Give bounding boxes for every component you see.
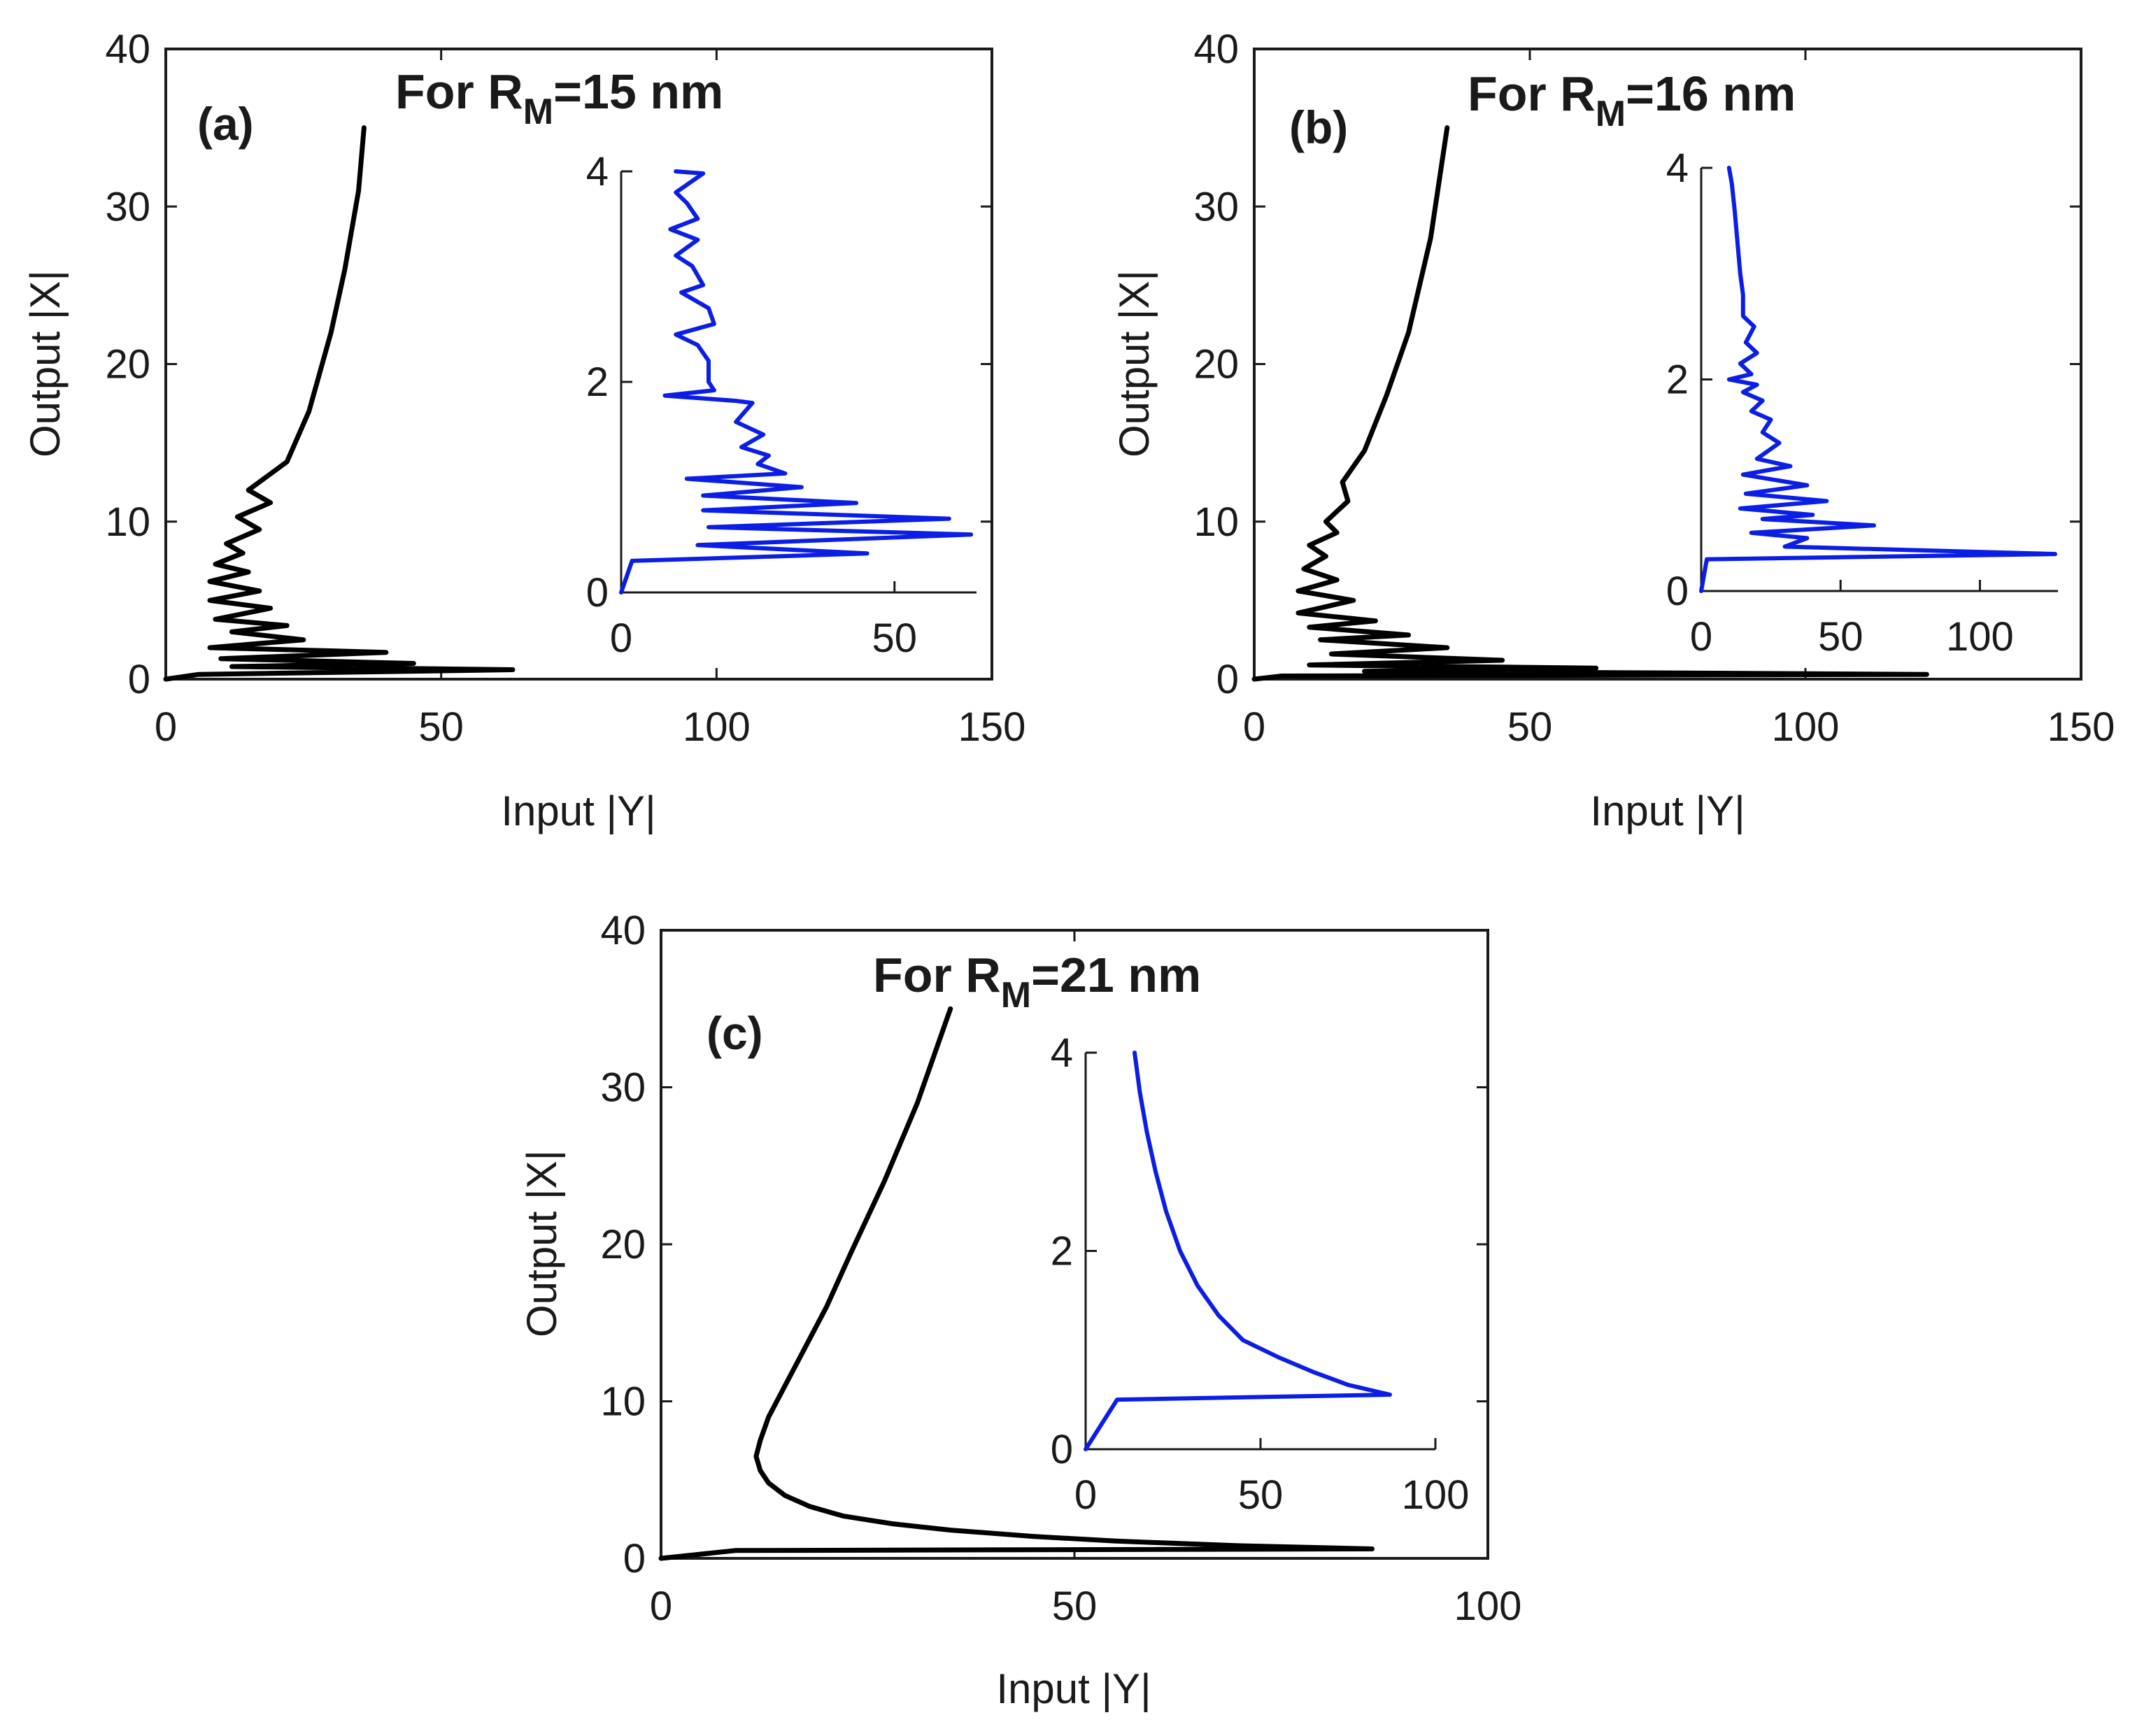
panel-a-title-suffix: =15 nm [553,64,723,119]
panel-a-inset-y-tick-label-2: 2 [586,360,609,405]
panel-b-inset-y-tick-label-2: 2 [1666,357,1689,403]
panel-c-inset-x-tick-label-0: 0 [1074,1472,1097,1518]
panel-c-y-tick-label-30: 30 [600,1065,646,1111]
panel-c-x-tick-label-0: 0 [650,1584,672,1629]
panel-b-title: For RM=16 nm [1468,66,1796,134]
panel-a-inset-y-ticks: 0 2 4 [586,149,632,616]
panel-b-inset-x-tick-label-100: 100 [1946,614,2014,660]
panel-c-x-ticks: 0 50 100 [650,930,1522,1629]
panel-b-inset-x-tick-label-0: 0 [1690,614,1712,660]
panel-a-inset-y-tick-label-4: 4 [586,149,609,194]
panel-b-inset-background [1701,168,2058,591]
panel-b-inset-y-ticks: 0 2 4 [1666,145,1712,614]
panel-a-y-tick-label-40: 40 [105,27,150,72]
panel-a-inset-series [619,169,974,595]
panel-c-x-axis-label: Input |Y| [996,1665,1151,1712]
panel-a-inset-plot: 0 50 0 2 4 [586,149,977,661]
panel-c-title-prefix: For R [873,948,1001,1002]
panel-c-y-tick-label-10: 10 [600,1379,646,1425]
panel-a-x-ticks: 0 50 100 150 [155,49,1026,750]
panel-a-inset-y-tick-label-0: 0 [586,570,609,616]
panel-a-y-tick-label-0: 0 [128,657,150,702]
panel-b-inset-series-line-inset [1699,166,2057,593]
panel-c-series-line-main [658,1006,1375,1561]
panel-a-series-line-main [163,125,516,682]
panel-a-title: For RM=15 nm [395,64,723,132]
panel-c-y-tick-label-0: 0 [623,1536,646,1581]
panel-c-inset-y-tick-label-4: 4 [1051,1030,1073,1076]
panel-b-y-tick-label-40: 40 [1193,27,1239,72]
panel-a-x-tick-label-100: 100 [683,704,751,750]
panel-a-y-tick-label-30: 30 [105,184,150,229]
panel-a-inset-series-line-inset [619,169,974,595]
panel-c-inset-plot: 0 50 100 0 2 4 [1051,1030,1470,1518]
panel-a-inset-x-ticks: 0 50 [610,581,917,661]
panel-b-inset-y-tick-label-4: 4 [1666,145,1689,191]
panel-b-series [1251,125,1929,682]
panel-b-x-tick-label-100: 100 [1772,704,1840,750]
panel-b-y-tick-label-20: 20 [1193,342,1239,387]
panel-c-label: (c) [707,1007,763,1059]
panel-b-inset-x-tick-label-50: 50 [1818,614,1863,660]
panel-c-title: For RM=21 nm [873,948,1201,1016]
panel-c-inset-y-ticks: 0 2 4 [1051,1030,1097,1472]
panel-a-title-prefix: For R [395,64,523,119]
panel-b-series-line-main [1251,125,1929,682]
panel-c-y-axis-label: Output |X| [518,1150,565,1337]
panel-b-y-tick-label-10: 10 [1193,499,1239,545]
panel-c-inset-y-tick-label-0: 0 [1051,1427,1073,1472]
panel-c-x-tick-label-50: 50 [1052,1584,1098,1629]
panel-a-label: (a) [197,98,254,150]
panel-b-x-axis-label: Input |Y| [1590,788,1745,834]
panel-c-title-subscript: M [1001,975,1031,1016]
panel-c-series [658,1006,1375,1561]
panel-b-x-tick-label-0: 0 [1243,704,1265,750]
panel-c-inset-x-tick-label-50: 50 [1238,1472,1284,1518]
panel-b-title-suffix: =16 nm [1626,66,1796,121]
panel-a-x-tick-label-0: 0 [155,704,177,750]
panel-a-inset-x-tick-label-50: 50 [872,616,918,661]
panel-c-y-tick-label-40: 40 [600,908,646,953]
panel-b-title-prefix: For R [1468,66,1596,121]
panel-c-y-tick-label-20: 20 [600,1222,646,1267]
panel-a-x-tick-label-150: 150 [958,704,1026,750]
panel-b-y-tick-label-0: 0 [1216,657,1239,702]
panel-b-y-axis-label: Output |X| [1111,270,1158,457]
panel-c-title-suffix: =21 nm [1031,948,1201,1002]
panel-b-title-subscript: M [1596,94,1626,134]
panel-b-inset-plot: 0 50 100 0 2 4 [1666,145,2058,660]
panel-c-inset-background [1086,1053,1435,1449]
panel-b-inset-y-tick-label-0: 0 [1666,569,1689,614]
panel-c-x-tick-label-100: 100 [1454,1584,1522,1629]
panel-c-inset-x-ticks: 0 50 100 [1074,1438,1470,1518]
panel-b-y-tick-label-30: 30 [1193,184,1239,229]
panel-c-inset-series [1084,1051,1392,1451]
panel-a-x-tick-label-50: 50 [418,704,464,750]
panel-c-inset-y-tick-label-2: 2 [1051,1229,1073,1274]
panel-b-x-ticks: 0 50 100 150 [1243,49,2115,750]
panel-a-x-axis-label: Input |Y| [501,788,655,834]
panel-a-title-subscript: M [523,92,553,132]
panel-b-x-tick-label-50: 50 [1507,704,1553,750]
panel-b-inset-series [1699,166,2057,593]
panel-a-y-tick-label-20: 20 [105,342,150,387]
panel-a-y-tick-label-10: 10 [105,499,150,545]
panel-c-inset-x-tick-label-100: 100 [1402,1472,1470,1518]
panel-a-inset-x-tick-label-0: 0 [610,616,632,661]
panel-a-y-axis-label: Output |X| [22,270,69,457]
panel-c-inset-series-line-inset [1084,1051,1392,1451]
panel-a-series [163,125,516,682]
panel-b-label: (b) [1289,101,1348,153]
panel-b-x-tick-label-150: 150 [2047,704,2115,750]
